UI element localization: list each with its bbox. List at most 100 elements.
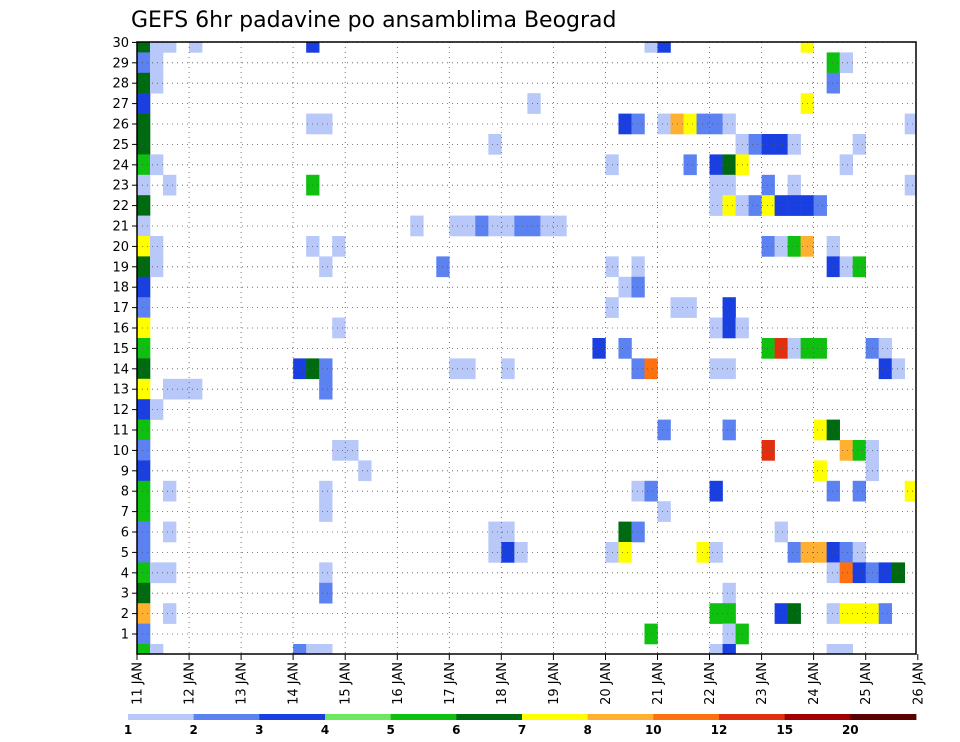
heatmap-cell bbox=[813, 542, 827, 563]
x-tick-label: 25 JAN bbox=[859, 662, 874, 705]
heatmap-cell bbox=[462, 358, 476, 380]
heatmap-cell bbox=[826, 72, 840, 94]
heatmap-cell bbox=[137, 358, 151, 380]
heatmap-cell bbox=[163, 480, 177, 502]
heatmap-cell bbox=[137, 72, 151, 94]
heatmap-cell bbox=[774, 338, 788, 359]
heatmap-cell bbox=[137, 480, 151, 502]
heatmap-cell bbox=[709, 358, 723, 380]
heatmap-cell bbox=[761, 174, 775, 196]
y-tick-label: 27 bbox=[112, 97, 129, 112]
x-tick-label: 17 JAN bbox=[443, 662, 458, 705]
heatmap-cell bbox=[709, 154, 723, 176]
heatmap-cell bbox=[813, 419, 827, 441]
heatmap-cell bbox=[631, 358, 645, 380]
colorbar-segment bbox=[456, 714, 523, 720]
heatmap-cell bbox=[709, 174, 723, 196]
x-tick-label: 26 JAN bbox=[911, 662, 926, 705]
colorbar-label: 7 bbox=[518, 723, 526, 737]
heatmap-cell bbox=[904, 113, 917, 135]
heatmap-cell bbox=[345, 440, 359, 461]
heatmap-cell bbox=[826, 603, 840, 624]
y-tick-label: 24 bbox=[112, 158, 129, 173]
heatmap-cell bbox=[319, 501, 333, 522]
heatmap-cell bbox=[826, 562, 840, 584]
heatmap-cell bbox=[709, 542, 723, 563]
heatmap-cell bbox=[774, 134, 788, 155]
heatmap-cell bbox=[839, 440, 853, 461]
gridlines bbox=[137, 42, 916, 654]
x-tick-label: 15 JAN bbox=[339, 662, 354, 705]
heatmap-cell bbox=[150, 399, 164, 420]
y-tick-label: 30 bbox=[112, 36, 129, 51]
colorbar-segment bbox=[128, 714, 195, 720]
heatmap-cell bbox=[306, 644, 320, 655]
heatmap-cell bbox=[501, 215, 515, 237]
heatmap-cell bbox=[137, 501, 151, 522]
heatmap-cell bbox=[657, 419, 671, 441]
heatmap-cell bbox=[852, 480, 866, 502]
colorbar-label: 15 bbox=[776, 723, 793, 737]
heatmap-cell bbox=[813, 338, 827, 359]
heatmap-cell bbox=[163, 378, 177, 400]
heatmap-cell bbox=[722, 113, 736, 135]
heatmap-cell bbox=[137, 297, 151, 318]
heatmap-cell bbox=[878, 338, 893, 359]
heatmap-cell bbox=[319, 113, 333, 135]
heatmap-cell bbox=[774, 521, 788, 543]
y-tick-label: 16 bbox=[112, 322, 129, 337]
heatmap-cell bbox=[501, 521, 515, 543]
heatmap-cell bbox=[839, 52, 853, 74]
colorbar-label: 5 bbox=[387, 723, 395, 737]
x-tick-label: 12 JAN bbox=[183, 662, 198, 705]
heatmap-cell bbox=[163, 42, 177, 53]
heatmap-cell bbox=[527, 93, 541, 114]
heatmap-cell bbox=[696, 113, 710, 135]
heatmap-cell bbox=[462, 215, 476, 237]
heatmap-cell bbox=[306, 42, 320, 53]
heatmap-cell bbox=[787, 174, 801, 196]
heatmap-cell bbox=[826, 52, 840, 74]
heatmap-cell bbox=[683, 154, 697, 176]
y-tick-label: 5 bbox=[121, 546, 129, 561]
heatmap-cell bbox=[839, 562, 853, 584]
heatmap-cell bbox=[618, 521, 632, 543]
heatmap-cell bbox=[709, 480, 723, 502]
heatmap-cell bbox=[150, 52, 164, 74]
y-tick-label: 8 bbox=[121, 485, 129, 500]
heatmap-cell bbox=[800, 42, 814, 53]
heatmap-cell bbox=[501, 542, 515, 563]
heatmap-cell bbox=[761, 338, 775, 359]
heatmap-cell bbox=[618, 276, 632, 298]
heatmap-cell bbox=[826, 236, 840, 257]
heatmap-cell bbox=[657, 113, 671, 135]
y-tick-label: 3 bbox=[121, 587, 129, 602]
heatmap-cell bbox=[319, 378, 333, 400]
y-tick-label: 15 bbox=[112, 342, 129, 357]
heatmap-cell bbox=[683, 113, 697, 135]
heatmap-cell bbox=[696, 542, 710, 563]
heatmap-cell bbox=[137, 113, 151, 135]
heatmap-cell bbox=[137, 623, 151, 645]
heatmap-cell bbox=[878, 603, 893, 624]
chart-title: GEFS 6hr padavine po ansamblima Beograd bbox=[131, 8, 617, 33]
heatmap-cell bbox=[722, 582, 736, 604]
heatmap-cell bbox=[657, 501, 671, 522]
x-tick-label: 24 JAN bbox=[807, 662, 822, 705]
heatmap-cell bbox=[137, 42, 151, 53]
heatmap-cell bbox=[150, 256, 164, 278]
heatmap-cell bbox=[137, 256, 151, 278]
colorbar-label: 6 bbox=[452, 723, 460, 737]
y-tick-label: 20 bbox=[112, 240, 129, 255]
heatmap-cell bbox=[891, 358, 906, 380]
heatmap-cell bbox=[722, 644, 736, 655]
heatmap-cell bbox=[839, 644, 853, 655]
heatmap-cell bbox=[293, 644, 307, 655]
heatmap-cell bbox=[852, 440, 866, 461]
heatmap-cell bbox=[319, 480, 333, 502]
heatmap-cell bbox=[839, 603, 853, 624]
heatmap-cell bbox=[410, 215, 424, 237]
y-tick-label: 11 bbox=[112, 424, 129, 439]
heatmap-cell bbox=[748, 195, 762, 216]
